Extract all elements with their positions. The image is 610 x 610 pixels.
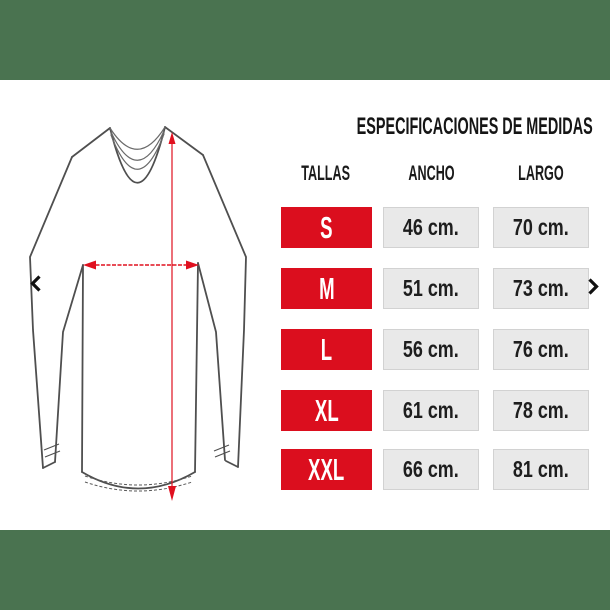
largo-cell: 73 cm.	[493, 268, 589, 309]
page-top-band	[0, 0, 610, 80]
table-row-s: S 46 cm. 70 cm.	[0, 207, 610, 248]
ancho-cell: 61 cm.	[383, 390, 479, 431]
column-header-largo: LARGO	[518, 162, 564, 185]
size-cell: XL	[281, 390, 372, 431]
table-row-xxl: XXL 66 cm. 81 cm.	[0, 449, 610, 490]
table-row-l: L 56 cm. 76 cm.	[0, 329, 610, 370]
page-bottom-band	[0, 530, 610, 610]
size-cell: XXL	[281, 449, 372, 490]
next-image-button[interactable]	[584, 275, 602, 297]
largo-cell: 76 cm.	[493, 329, 589, 370]
ancho-cell: 56 cm.	[383, 329, 479, 370]
chest-width-arrow	[83, 260, 199, 270]
column-header-ancho: ANCHO	[407, 162, 455, 185]
table-row-xl: XL 61 cm. 78 cm.	[0, 390, 610, 431]
size-cell: M	[281, 268, 372, 309]
chevron-right-icon	[587, 277, 599, 295]
chevron-left-icon	[29, 274, 41, 292]
hem-stitching	[84, 475, 193, 492]
shirt-diagram	[29, 126, 247, 501]
shirt-outline	[29, 126, 247, 490]
size-chart-title: ESPECIFICACIONES DE MEDIDAS	[356, 113, 593, 140]
largo-cell: 81 cm.	[493, 449, 589, 490]
size-cell: S	[281, 207, 372, 248]
collar	[109, 126, 166, 170]
size-cell: L	[281, 329, 372, 370]
table-row-m: M 51 cm. 73 cm.	[0, 268, 610, 309]
column-header-tallas: TALLAS	[301, 162, 351, 185]
largo-cell: 78 cm.	[493, 390, 589, 431]
largo-cell: 70 cm.	[493, 207, 589, 248]
cuff-seams	[43, 443, 231, 458]
ancho-cell: 66 cm.	[383, 449, 479, 490]
ancho-cell: 51 cm.	[383, 268, 479, 309]
body-length-arrow	[168, 132, 176, 501]
ancho-cell: 46 cm.	[383, 207, 479, 248]
prev-image-button[interactable]	[26, 272, 44, 294]
